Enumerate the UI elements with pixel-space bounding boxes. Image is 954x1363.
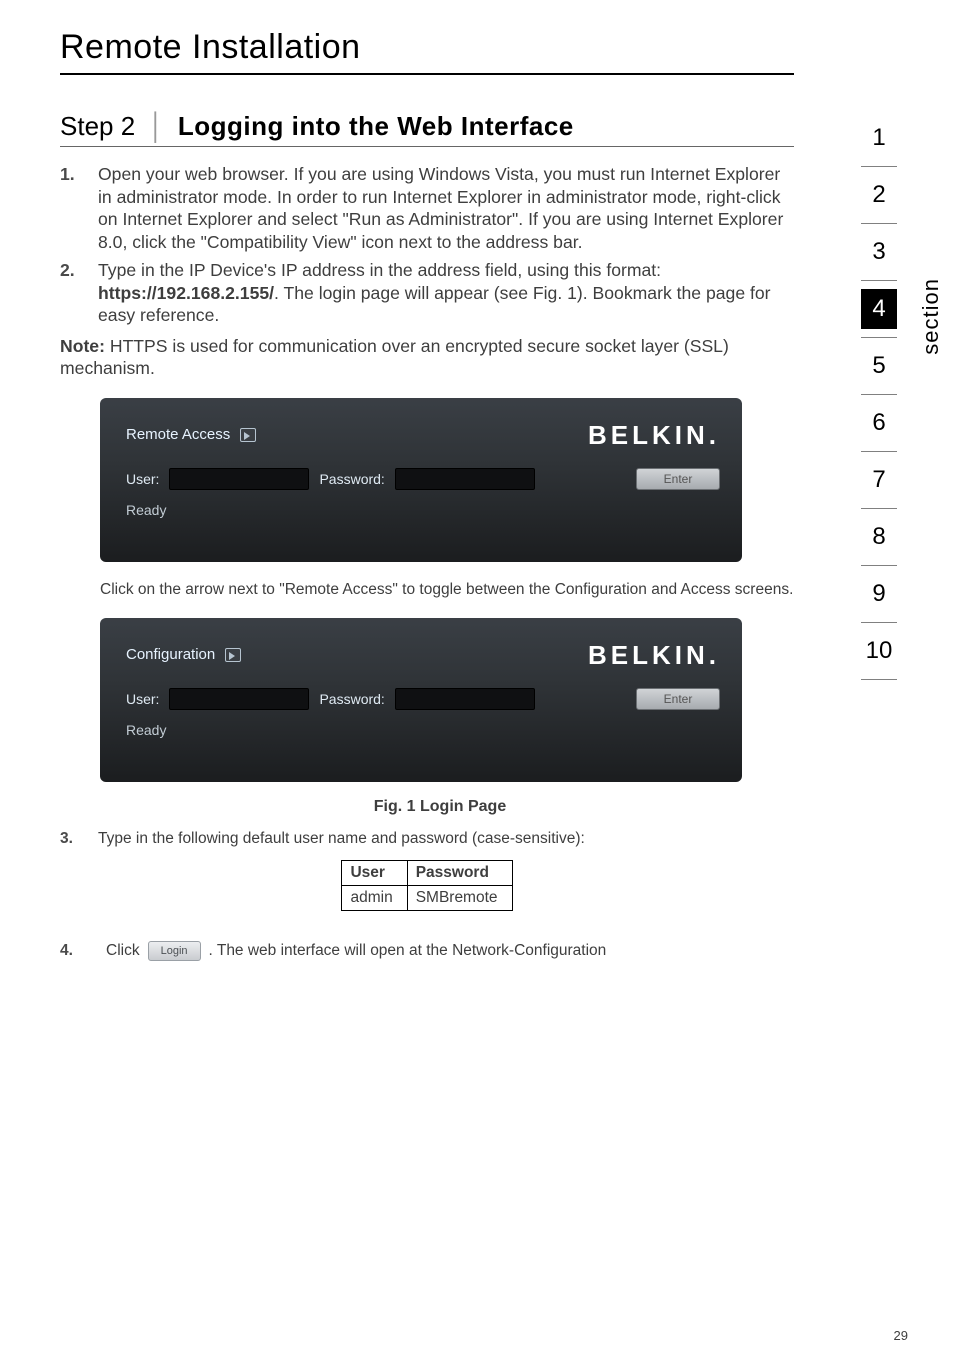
figure-caption: Fig. 1 Login Page <box>60 782 820 816</box>
list-item: 3. Type in the following default user na… <box>60 830 794 848</box>
mode-text-remote: Remote Access <box>126 426 230 443</box>
login-screenshot-config: Configuration BELKIN. User: Password: En… <box>100 618 742 782</box>
status-ready: Ready <box>126 502 166 518</box>
note-label: Note: <box>60 336 105 356</box>
list-number-4: 4. <box>60 942 98 960</box>
toggle-arrow-icon[interactable] <box>225 648 241 662</box>
page-number: 29 <box>894 1328 908 1343</box>
note-block: Note: HTTPS is used for communication ov… <box>0 327 954 380</box>
th-password: Password <box>407 860 512 885</box>
step-heading: Step 2 │ Logging into the Web Interface <box>0 75 954 146</box>
password-label: Password: <box>319 691 384 707</box>
nav-3[interactable]: 3 <box>850 224 908 280</box>
nav-2[interactable]: 2 <box>850 167 908 223</box>
table-row: User Password <box>342 860 512 885</box>
brand-logo: BELKIN. <box>588 420 720 451</box>
toggle-arrow-icon[interactable] <box>240 428 256 442</box>
mode-label-config: Configuration <box>126 646 241 663</box>
nav-active-wrap: 4 <box>850 281 908 337</box>
password-input[interactable] <box>395 468 535 490</box>
password-label: Password: <box>319 471 384 487</box>
login-button[interactable]: Login <box>148 941 201 961</box>
nav-7[interactable]: 7 <box>850 452 908 508</box>
enter-button[interactable]: Enter <box>636 688 720 710</box>
list-body-1: Open your web browser. If you are using … <box>98 163 794 253</box>
note-text: HTTPS is used for communication over an … <box>60 336 729 379</box>
list-body-2: Type in the IP Device's IP address in th… <box>98 259 794 327</box>
page-title: Remote Installation <box>0 0 954 73</box>
after-figure-block: 3. Type in the following default user na… <box>0 816 954 911</box>
list-number-3: 3. <box>60 830 98 848</box>
nav-9[interactable]: 9 <box>850 566 908 622</box>
user-input[interactable] <box>169 688 309 710</box>
step-divider: │ <box>142 111 170 141</box>
mode-label-remote: Remote Access <box>126 426 256 443</box>
device-url: https://192.168.2.155/ <box>98 283 274 303</box>
section-vertical-label: section <box>918 278 944 355</box>
credentials-table: User Password admin SMBremote <box>341 860 512 911</box>
status-ready: Ready <box>126 722 166 738</box>
login-screenshot-remote: Remote Access BELKIN. User: Password: En… <box>100 398 742 562</box>
click-pre: Click <box>106 942 140 960</box>
nav-8[interactable]: 8 <box>850 509 908 565</box>
click-post: . The web interface will open at the Net… <box>209 942 607 960</box>
step-name: Logging into the Web Interface <box>178 111 574 141</box>
nav-10[interactable]: 10 <box>850 623 908 679</box>
user-label: User: <box>126 471 159 487</box>
nav-1[interactable]: 1 <box>850 110 908 166</box>
brand-logo: BELKIN. <box>588 640 720 671</box>
click-line: 4. Click Login . The web interface will … <box>0 911 954 961</box>
td-user: admin <box>342 885 407 910</box>
list-number-1: 1. <box>60 163 98 253</box>
user-input[interactable] <box>169 468 309 490</box>
th-user: User <box>342 860 407 885</box>
table-row: admin SMBremote <box>342 885 512 910</box>
td-password: SMBremote <box>407 885 512 910</box>
toggle-caption: Click on the arrow next to "Remote Acces… <box>0 562 954 600</box>
user-label: User: <box>126 691 159 707</box>
step-label: Step 2 <box>60 111 135 141</box>
list-body-2-pre: Type in the IP Device's IP address in th… <box>98 260 661 280</box>
list-number-2: 2. <box>60 259 98 327</box>
list-item: 2. Type in the IP Device's IP address in… <box>60 259 794 327</box>
nav-6[interactable]: 6 <box>850 395 908 451</box>
nav-sep <box>861 679 897 680</box>
content-block: 1. Open your web browser. If you are usi… <box>0 147 954 327</box>
mode-text-config: Configuration <box>126 646 215 663</box>
login-row: User: Password: Enter <box>126 688 720 710</box>
nav-4-active[interactable]: 4 <box>861 289 897 329</box>
list-item: 1. Open your web browser. If you are usi… <box>60 163 794 253</box>
enter-button[interactable]: Enter <box>636 468 720 490</box>
login-row: User: Password: Enter <box>126 468 720 490</box>
section-nav: 1 2 3 4 5 6 7 8 9 10 <box>850 110 908 680</box>
password-input[interactable] <box>395 688 535 710</box>
nav-5[interactable]: 5 <box>850 338 908 394</box>
list-body-3: Type in the following default user name … <box>98 830 794 848</box>
